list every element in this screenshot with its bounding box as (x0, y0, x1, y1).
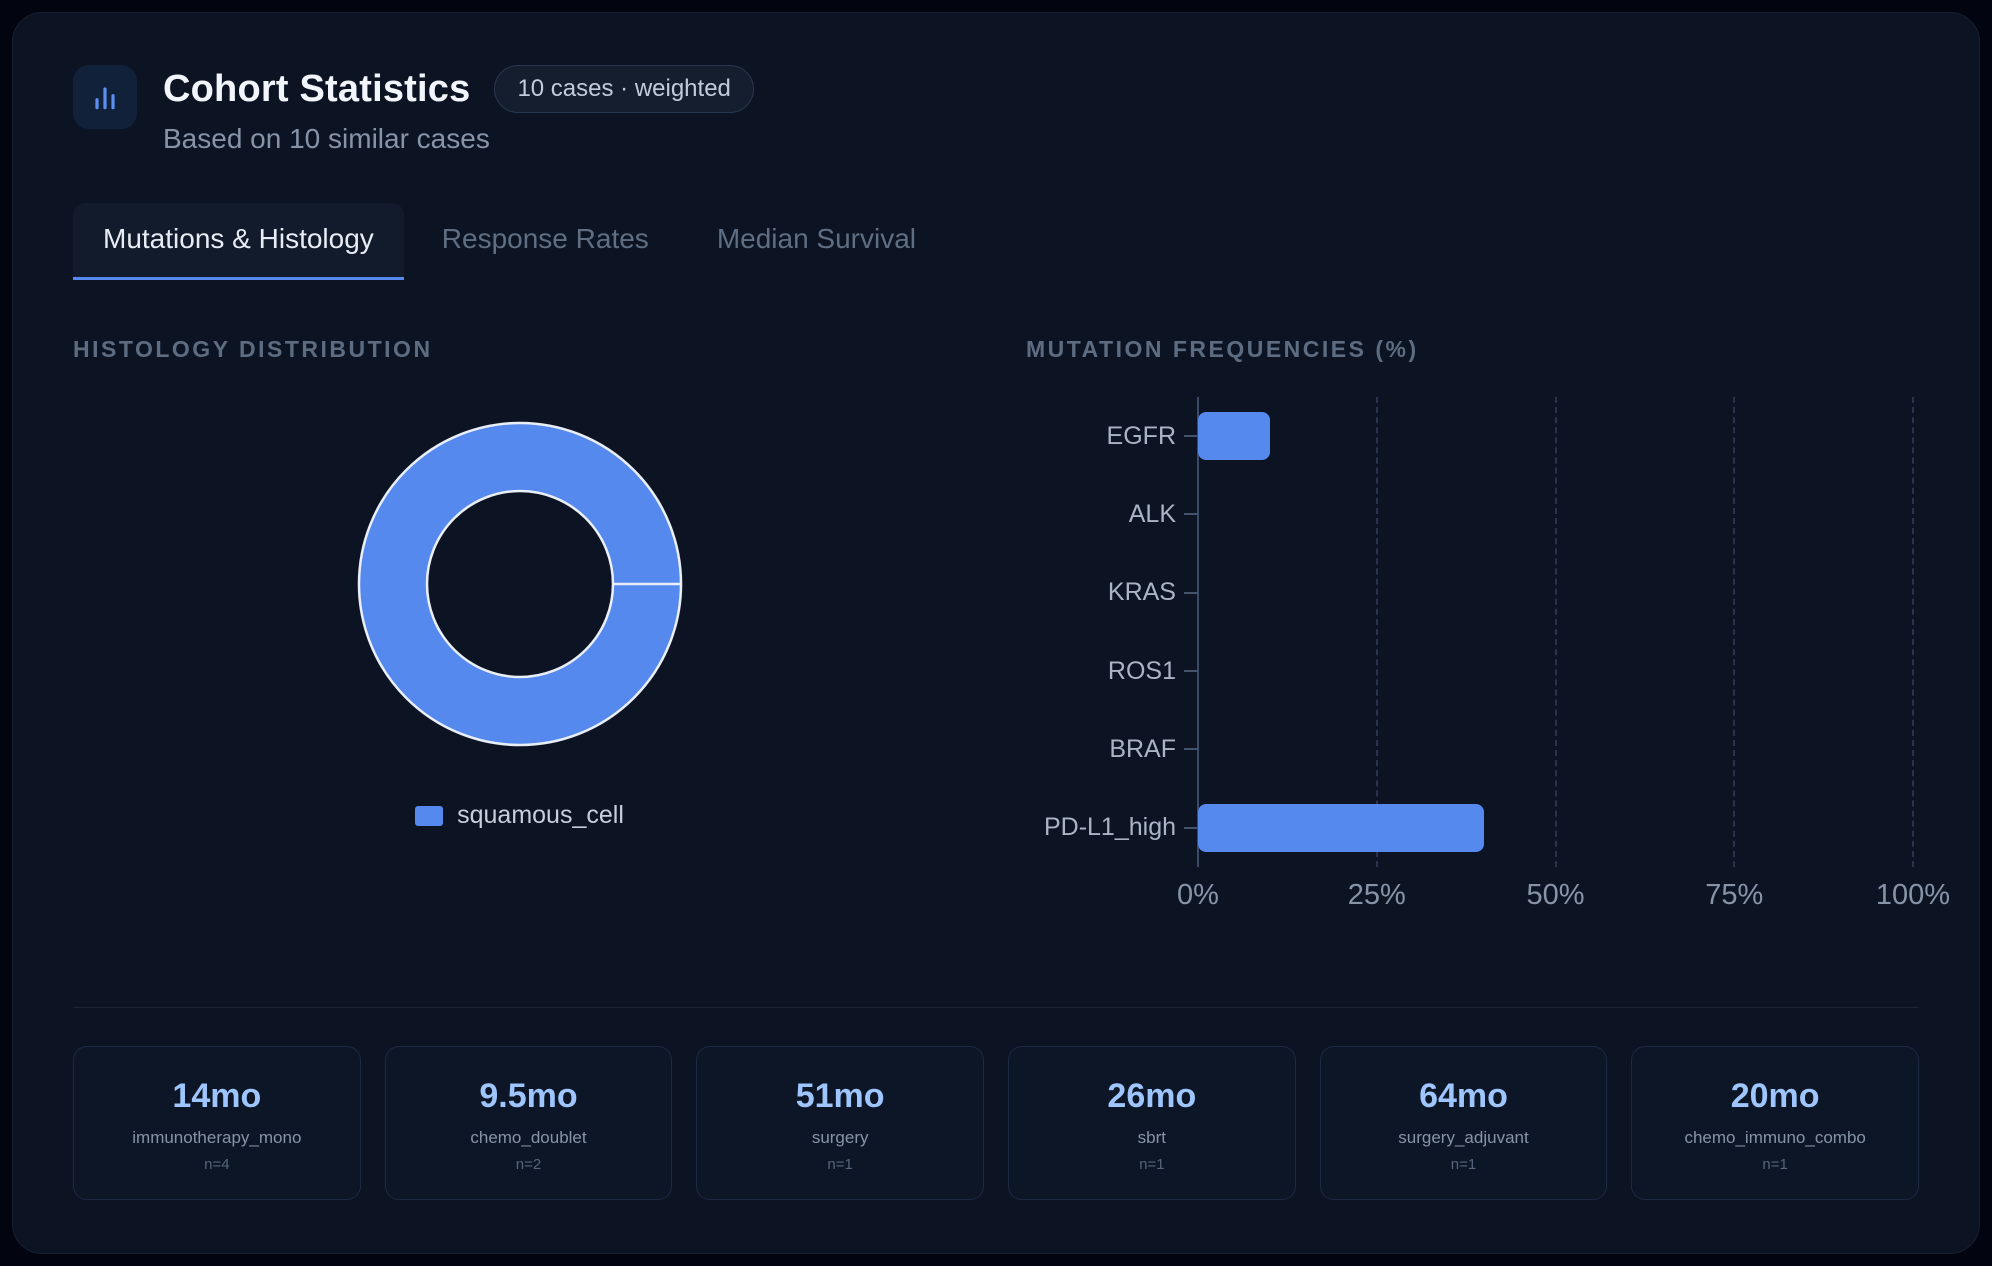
bar-category-label: PD-L1_high (1043, 813, 1176, 842)
bar-category-label: EGFR (1106, 421, 1176, 450)
stat-label: surgery_adjuvant (1398, 1128, 1529, 1147)
mutations-panel: MUTATION FREQUENCIES (%) EGFR ALK KRAS ROS1… (1026, 336, 1950, 923)
donut-inner-border (425, 489, 614, 679)
stat-card: 64mo surgery_adjuvant n=1 (1319, 1046, 1608, 1200)
stat-value: 20mo (1730, 1077, 1820, 1115)
legend-swatch (415, 805, 444, 826)
bar-track (1198, 397, 1913, 475)
bar-category-label: ALK (1128, 499, 1176, 528)
bar-rows: EGFR ALK KRAS ROS1 BRAF PD-L1_high (1026, 397, 1919, 867)
bar-row: ALK (1026, 475, 1919, 553)
tab-response-rates[interactable]: Response Rates (412, 203, 679, 280)
stat-card: 26mo sbrt n=1 (1007, 1046, 1296, 1200)
donut-ring (358, 423, 681, 745)
stat-n: n=2 (515, 1156, 542, 1173)
stat-card: 20mo chemo_immuno_combo n=1 (1631, 1046, 1919, 1200)
mutations-heading: MUTATION FREQUENCIES (%) (1026, 336, 1419, 362)
x-tick-label: 0% (1177, 879, 1219, 911)
x-tick-label: 100% (1875, 879, 1951, 911)
card-header: Cohort Statistics 10 cases · weighted Ba… (73, 65, 1919, 155)
stat-n: n=1 (827, 1156, 853, 1173)
bar (1198, 412, 1270, 461)
histology-donut-chart (357, 421, 682, 747)
category-tick-icon (1184, 435, 1198, 438)
bar-row: ROS1 (1026, 632, 1919, 710)
stat-n: n=1 (1762, 1156, 1788, 1173)
stat-card: 14mo immunotherapy_mono n=4 (73, 1046, 361, 1200)
survival-cards: 14mo immunotherapy_mono n=4 9.5mo chemo_doub… (73, 1046, 1919, 1200)
x-axis: 0% 25% 50% 75% 100% (1177, 879, 1950, 923)
cases-badge: 10 cases · weighted (494, 65, 754, 113)
tab-bar: Mutations & Histology Response Rates Media… (73, 203, 1919, 280)
header-text: Cohort Statistics 10 cases · weighted Ba… (163, 65, 754, 155)
bar-category-label: BRAF (1109, 734, 1176, 763)
cohort-statistics-card: Cohort Statistics 10 cases · weighted Ba… (12, 12, 1980, 1254)
tab-mutations-histology[interactable]: Mutations & Histology (73, 203, 404, 280)
stat-label: chemo_immuno_combo (1684, 1128, 1866, 1147)
charts-section: HISTOLOGY DISTRIBUTION squamous_cell MUT… (73, 336, 1950, 923)
stat-label: sbrt (1137, 1128, 1166, 1147)
bar-track (1198, 554, 1913, 632)
x-tick-label: 50% (1526, 879, 1585, 911)
mutation-bar-chart: EGFR ALK KRAS ROS1 BRAF PD-L1_high (1026, 397, 1919, 867)
bar-row: BRAF (1026, 710, 1919, 788)
donut-wrap: squamous_cell (73, 419, 966, 830)
category-tick-icon (1184, 513, 1198, 516)
x-tick-label: 75% (1705, 879, 1764, 911)
category-tick-icon (1184, 826, 1198, 829)
histology-panel: HISTOLOGY DISTRIBUTION squamous_cell (73, 336, 966, 923)
page-title: Cohort Statistics (163, 67, 471, 110)
divider (73, 1007, 1919, 1008)
bar-track (1198, 632, 1913, 710)
stat-label: chemo_doublet (470, 1128, 587, 1147)
bar-row: PD-L1_high (1026, 789, 1919, 867)
bar-row: KRAS (1026, 554, 1919, 632)
bar-chart-icon (73, 65, 137, 129)
bar-track (1198, 789, 1913, 867)
stat-value: 14mo (172, 1077, 262, 1115)
stat-n: n=1 (1450, 1156, 1477, 1173)
subtitle: Based on 10 similar cases (163, 123, 490, 154)
histology-legend: squamous_cell (415, 801, 624, 830)
bar-track (1198, 475, 1913, 553)
bar-track (1198, 710, 1913, 788)
legend-label: squamous_cell (457, 801, 624, 829)
bar-category-label: KRAS (1107, 578, 1176, 607)
category-tick-icon (1184, 748, 1198, 751)
category-tick-icon (1184, 670, 1198, 673)
x-tick-label: 25% (1347, 879, 1406, 911)
category-tick-icon (1184, 591, 1198, 594)
stat-n: n=1 (1139, 1156, 1165, 1173)
bar-row: EGFR (1026, 397, 1919, 475)
stat-n: n=4 (204, 1156, 230, 1173)
stat-label: immunotherapy_mono (132, 1128, 302, 1147)
legend-item: squamous_cell (415, 801, 624, 830)
stat-card: 51mo surgery n=1 (696, 1046, 984, 1200)
bar-category-label: ROS1 (1107, 656, 1176, 685)
stat-value: 64mo (1419, 1077, 1508, 1115)
tab-median-survival[interactable]: Median Survival (687, 203, 946, 280)
stat-value: 9.5mo (479, 1077, 578, 1115)
stat-value: 51mo (795, 1077, 885, 1115)
bar (1198, 803, 1484, 852)
stat-value: 26mo (1107, 1077, 1197, 1115)
stat-label: surgery (811, 1128, 869, 1147)
stat-card: 9.5mo chemo_doublet n=2 (384, 1046, 673, 1200)
histology-heading: HISTOLOGY DISTRIBUTION (73, 336, 433, 362)
